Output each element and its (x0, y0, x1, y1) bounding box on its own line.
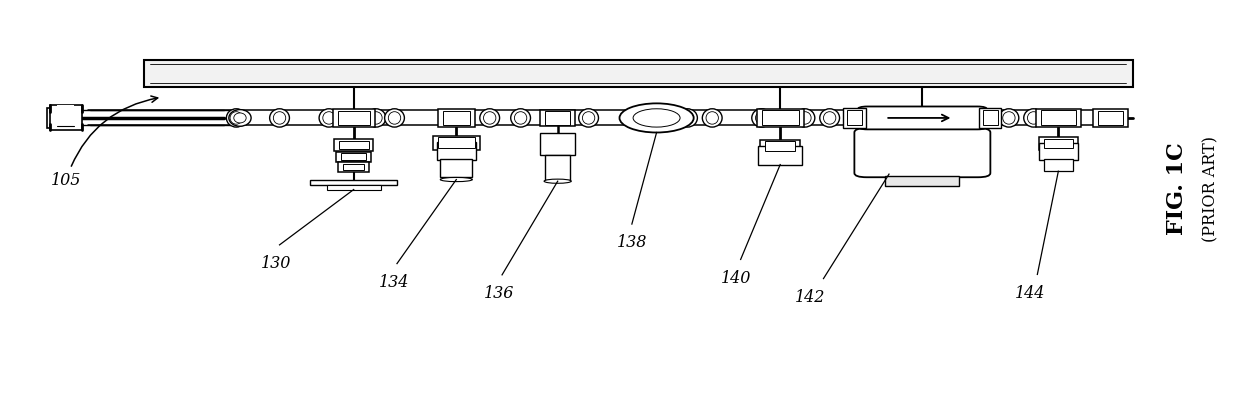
Bar (57, 106, 74, 126)
Text: 138: 138 (617, 235, 648, 251)
Bar (1038, 143, 1078, 160)
Bar (545, 155, 570, 179)
Bar (983, 111, 997, 125)
Ellipse shape (820, 109, 840, 127)
Ellipse shape (799, 112, 812, 124)
Bar (333, 109, 374, 127)
Bar (440, 159, 472, 178)
Ellipse shape (924, 109, 944, 127)
Ellipse shape (229, 110, 252, 126)
Bar (1098, 111, 1123, 125)
Bar (1038, 137, 1078, 150)
Ellipse shape (230, 112, 243, 124)
Ellipse shape (633, 109, 680, 127)
Bar (757, 109, 804, 127)
Text: 136: 136 (483, 285, 514, 302)
Ellipse shape (483, 112, 496, 124)
Bar (886, 176, 959, 186)
Ellipse shape (1027, 112, 1040, 124)
Text: (PRIOR ART): (PRIOR ART) (1202, 136, 1219, 241)
Ellipse shape (366, 109, 385, 127)
Bar (1093, 109, 1127, 127)
Ellipse shape (440, 178, 472, 181)
Text: FIG. 1C: FIG. 1C (1166, 142, 1188, 235)
Ellipse shape (626, 112, 638, 124)
Bar (1041, 111, 1075, 125)
Ellipse shape (961, 109, 981, 127)
Bar (58, 111, 73, 124)
Bar (847, 111, 862, 125)
Ellipse shape (999, 109, 1018, 127)
Ellipse shape (384, 109, 404, 127)
Bar (47, 108, 74, 128)
FancyBboxPatch shape (855, 128, 990, 177)
Ellipse shape (270, 109, 290, 127)
Bar (979, 108, 1001, 128)
Ellipse shape (756, 112, 768, 124)
Ellipse shape (965, 112, 978, 124)
Bar (442, 111, 470, 125)
Ellipse shape (582, 112, 595, 124)
FancyBboxPatch shape (857, 106, 987, 129)
Ellipse shape (274, 112, 286, 124)
Text: 140: 140 (721, 270, 751, 287)
Ellipse shape (703, 109, 722, 127)
Bar (1036, 109, 1080, 127)
Text: 134: 134 (378, 274, 409, 291)
Ellipse shape (323, 112, 336, 124)
Bar (437, 137, 475, 148)
Bar (766, 141, 795, 151)
Bar (762, 111, 799, 125)
Bar (338, 163, 369, 172)
Bar (1043, 159, 1073, 171)
Ellipse shape (1023, 109, 1043, 127)
Bar (545, 111, 570, 124)
Ellipse shape (320, 109, 339, 127)
Text: 130: 130 (261, 255, 291, 272)
Ellipse shape (1002, 112, 1015, 124)
Ellipse shape (579, 109, 598, 127)
Bar (339, 141, 368, 149)
Bar (436, 142, 476, 160)
Ellipse shape (752, 109, 772, 127)
Ellipse shape (622, 109, 642, 127)
Ellipse shape (479, 109, 499, 127)
Text: 144: 144 (1015, 285, 1046, 302)
Bar (540, 110, 575, 126)
Text: 105: 105 (51, 96, 157, 189)
Bar (437, 109, 475, 127)
Bar (337, 152, 370, 162)
Ellipse shape (510, 109, 530, 127)
Ellipse shape (824, 112, 836, 124)
Bar (53, 109, 78, 127)
Bar (1043, 139, 1073, 148)
Bar (540, 133, 575, 155)
Bar (52, 108, 69, 124)
Ellipse shape (795, 109, 815, 127)
Bar (338, 111, 369, 125)
Ellipse shape (514, 112, 527, 124)
Bar (342, 153, 366, 160)
Bar (327, 184, 380, 189)
Ellipse shape (706, 112, 719, 124)
Ellipse shape (234, 113, 247, 123)
Ellipse shape (369, 112, 382, 124)
Bar (144, 59, 1132, 87)
Bar (50, 106, 82, 130)
Bar (758, 146, 803, 165)
Bar (343, 164, 364, 170)
Ellipse shape (227, 109, 247, 127)
Bar (432, 136, 479, 150)
Ellipse shape (544, 179, 571, 183)
Ellipse shape (681, 112, 694, 124)
Ellipse shape (928, 112, 940, 124)
Ellipse shape (388, 112, 400, 124)
Text: 142: 142 (795, 290, 825, 306)
Bar (761, 140, 800, 153)
Bar (844, 108, 866, 128)
Bar (335, 139, 373, 151)
Ellipse shape (620, 103, 694, 132)
Ellipse shape (678, 109, 698, 127)
Bar (311, 179, 396, 185)
